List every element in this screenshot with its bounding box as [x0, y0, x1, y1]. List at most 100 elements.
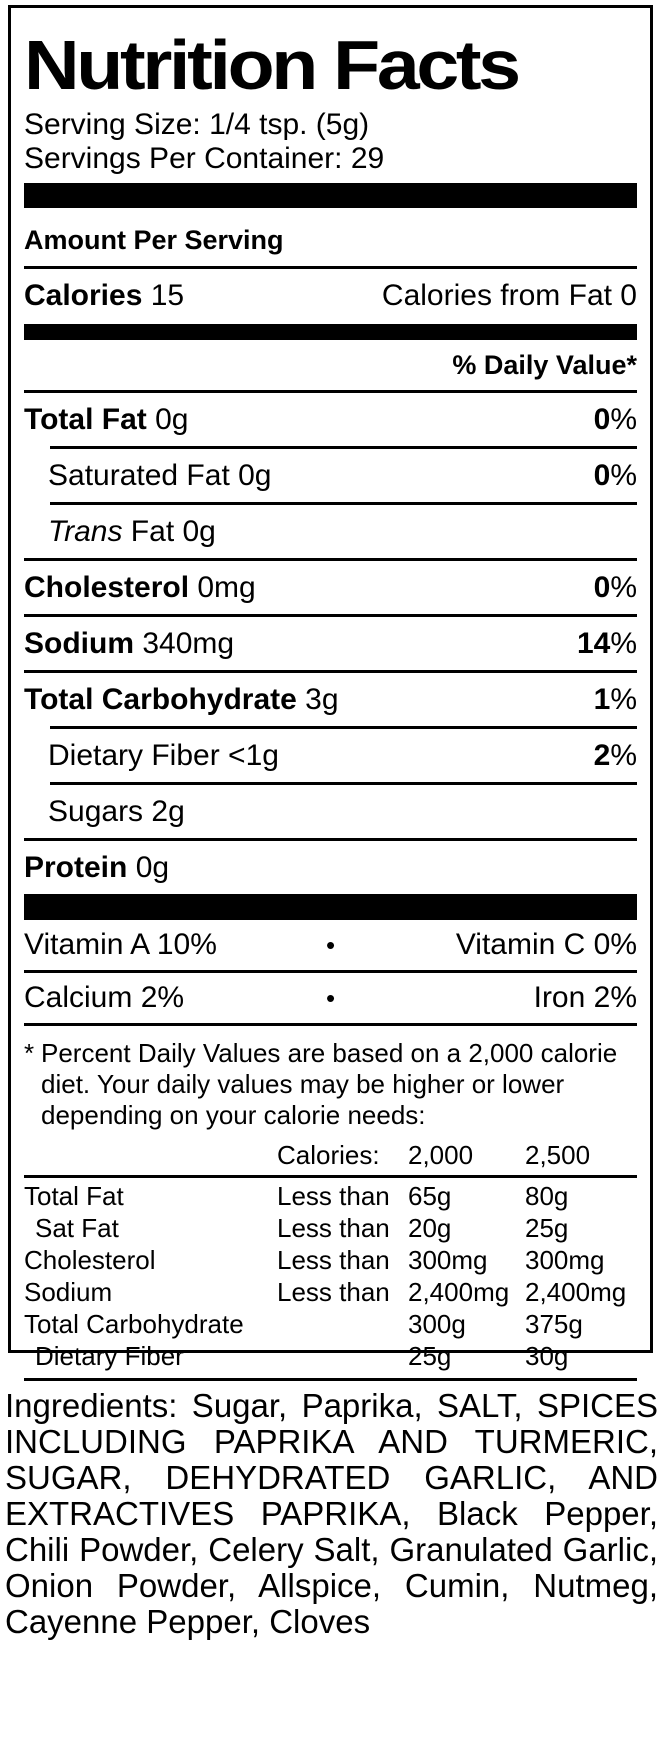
footnote-asterisk: * — [24, 1038, 35, 1068]
daily-value-number: 2 — [593, 738, 611, 772]
nutrient-name: Cholesterol 0mg — [24, 571, 256, 605]
table-top-rule — [24, 1175, 637, 1178]
nutrient-name-segment: 340mg — [134, 626, 235, 660]
table-cell: Sat Fat — [35, 1213, 119, 1243]
table-cell: Less than — [277, 1213, 390, 1243]
nutrient-name-segment: Sodium — [24, 626, 134, 660]
table-cell: Sodium — [24, 1277, 113, 1307]
nutrient-name-segment: 0g — [127, 850, 170, 884]
serving-size: Serving Size: 1/4 tsp. (5g) — [24, 108, 370, 141]
nutrient-name-segment: 0g — [146, 402, 189, 436]
calories-row: Calories 15 Calories from Fat 0 — [24, 269, 637, 324]
nutrient-name: Sodium 340mg — [24, 627, 234, 661]
table-cell: 300mg — [525, 1245, 605, 1275]
vitamin-left: Vitamin A 10% — [24, 928, 217, 961]
percent-sign: % — [610, 458, 637, 492]
daily-value-number: 0 — [593, 458, 611, 492]
table-cell: Total Fat — [24, 1181, 124, 1211]
nutrient-daily-value: 0% — [594, 571, 637, 605]
table-cell: 2,400mg — [408, 1277, 510, 1307]
daily-value-number: 1 — [593, 682, 611, 716]
percent-sign: % — [610, 626, 637, 660]
percent-sign: % — [610, 682, 637, 716]
daily-value-number: 0 — [593, 402, 611, 436]
vitamin-row: Calcium 2% • Iron 2% — [24, 973, 637, 1023]
nutrient-row: Cholesterol 0mg 0% — [24, 561, 637, 614]
calories-from-fat: Calories from Fat 0 — [381, 279, 637, 312]
nutrient-row: Trans Fat 0g — [24, 505, 637, 558]
footnote: * Percent Daily Values are based on a 2,… — [24, 1026, 637, 1131]
nutrient-name-segment: Dietary Fiber <1g — [48, 738, 279, 772]
nutrient-name-segment: Saturated Fat 0g — [48, 458, 272, 492]
daily-value-number: 14 — [576, 626, 611, 660]
percent-sign: % — [610, 402, 637, 436]
label-title: Nutrition Facts — [24, 26, 521, 104]
nutrient-row: Saturated Fat 0g 0% — [24, 449, 637, 502]
thick-divider-bar-2 — [24, 894, 637, 920]
nutrient-daily-value: 0% — [594, 403, 637, 437]
thick-divider-bar — [24, 183, 637, 208]
nutrient-name: Total Carbohydrate 3g — [24, 683, 339, 717]
row-separator — [24, 1023, 637, 1026]
nutrient-daily-value: 2% — [594, 739, 637, 773]
nutrient-name: Trans Fat 0g — [48, 515, 216, 549]
servings-per-container: Servings Per Container: 29 — [24, 142, 385, 175]
table-cell: Dietary Fiber — [35, 1341, 184, 1371]
nutrient-row: Dietary Fiber <1g 2% — [24, 729, 637, 782]
bullet-separator: • — [325, 929, 336, 960]
table-cell: 25g — [525, 1213, 569, 1243]
row-separator — [24, 614, 637, 617]
mid-divider-bar — [24, 324, 637, 340]
table-cell: Less than — [277, 1245, 390, 1275]
nutrient-name-segment: Cholesterol — [24, 570, 190, 604]
nutrient-row: Total Carbohydrate 3g 1% — [24, 673, 637, 726]
row-separator — [24, 670, 637, 673]
nutrient-daily-value: 1% — [594, 683, 637, 717]
daily-value-heading: % Daily Value* — [24, 340, 637, 393]
daily-values-table-body: Total Fat Less than 65g 80g Sat Fat Less than… — [24, 1180, 637, 1372]
nutrient-name-segment: Total Carbohydrate — [24, 682, 297, 716]
nutrient-name: Saturated Fat 0g — [48, 459, 271, 493]
serving-info: Serving Size: 1/4 tsp. (5g) Servings Per… — [24, 108, 637, 176]
percent-sign: % — [610, 570, 637, 604]
nutrient-row: Sugars 2g — [24, 785, 637, 838]
table-cell: 25g — [408, 1341, 452, 1371]
vitamin-rows: Vitamin A 10% • Vitamin C 0% Calcium 2% • Iro… — [24, 920, 637, 1026]
calories-label: Calories — [24, 279, 143, 312]
table-cell: 80g — [525, 1181, 569, 1211]
table-bottom-rule — [24, 1378, 637, 1381]
nutrient-row: Sodium 340mg 14% — [24, 617, 637, 670]
row-separator — [50, 502, 637, 505]
table-cell: 375g — [525, 1309, 583, 1339]
vitamin-right: Iron 2% — [533, 981, 637, 1014]
nutrient-name: Sugars 2g — [48, 795, 185, 829]
nutrient-name: Dietary Fiber <1g — [48, 739, 279, 773]
row-separator — [24, 838, 637, 841]
nutrient-rows: Total Fat 0g 0% Saturated Fat 0g 0% Trans Fa… — [24, 393, 637, 894]
table-header-cell: 2,500 — [525, 1140, 591, 1170]
nutrient-name-segment: Fat 0g — [122, 514, 216, 548]
row-separator — [50, 782, 637, 785]
calories-value: Calories 15 — [24, 279, 184, 313]
nutrient-row: Total Fat 0g 0% — [24, 393, 637, 446]
nutrition-facts-panel: Nutrition Facts Serving Size: 1/4 tsp. (… — [8, 5, 653, 1381]
vitamin-right: Vitamin C 0% — [455, 928, 637, 961]
daily-values-table: Calories: 2,000 2,500 Total Fat Less than 65… — [24, 1137, 637, 1381]
nutrient-name: Total Fat 0g — [24, 403, 189, 437]
nutrient-name-segment: 3g — [296, 682, 339, 716]
table-cell: 2,400mg — [525, 1277, 627, 1307]
table-cell: Less than — [277, 1181, 390, 1211]
nutrient-name-segment: 0mg — [189, 570, 256, 604]
daily-values-table-header: Calories: 2,000 2,500 — [24, 1137, 637, 1173]
nutrient-name-segment: Trans — [48, 514, 123, 548]
table-cell: Less than — [277, 1277, 390, 1307]
table-header-cell: Calories: — [277, 1140, 380, 1170]
table-cell: 65g — [408, 1181, 452, 1211]
row-separator — [24, 970, 637, 973]
vitamin-row: Vitamin A 10% • Vitamin C 0% — [24, 920, 637, 970]
amount-per-serving-heading: Amount Per Serving — [24, 208, 637, 269]
table-cell: 300mg — [408, 1245, 488, 1275]
nutrient-name-segment: Sugars 2g — [48, 794, 185, 828]
nutrient-name-segment: Protein — [24, 850, 128, 884]
table-header-cell: 2,000 — [408, 1140, 474, 1170]
